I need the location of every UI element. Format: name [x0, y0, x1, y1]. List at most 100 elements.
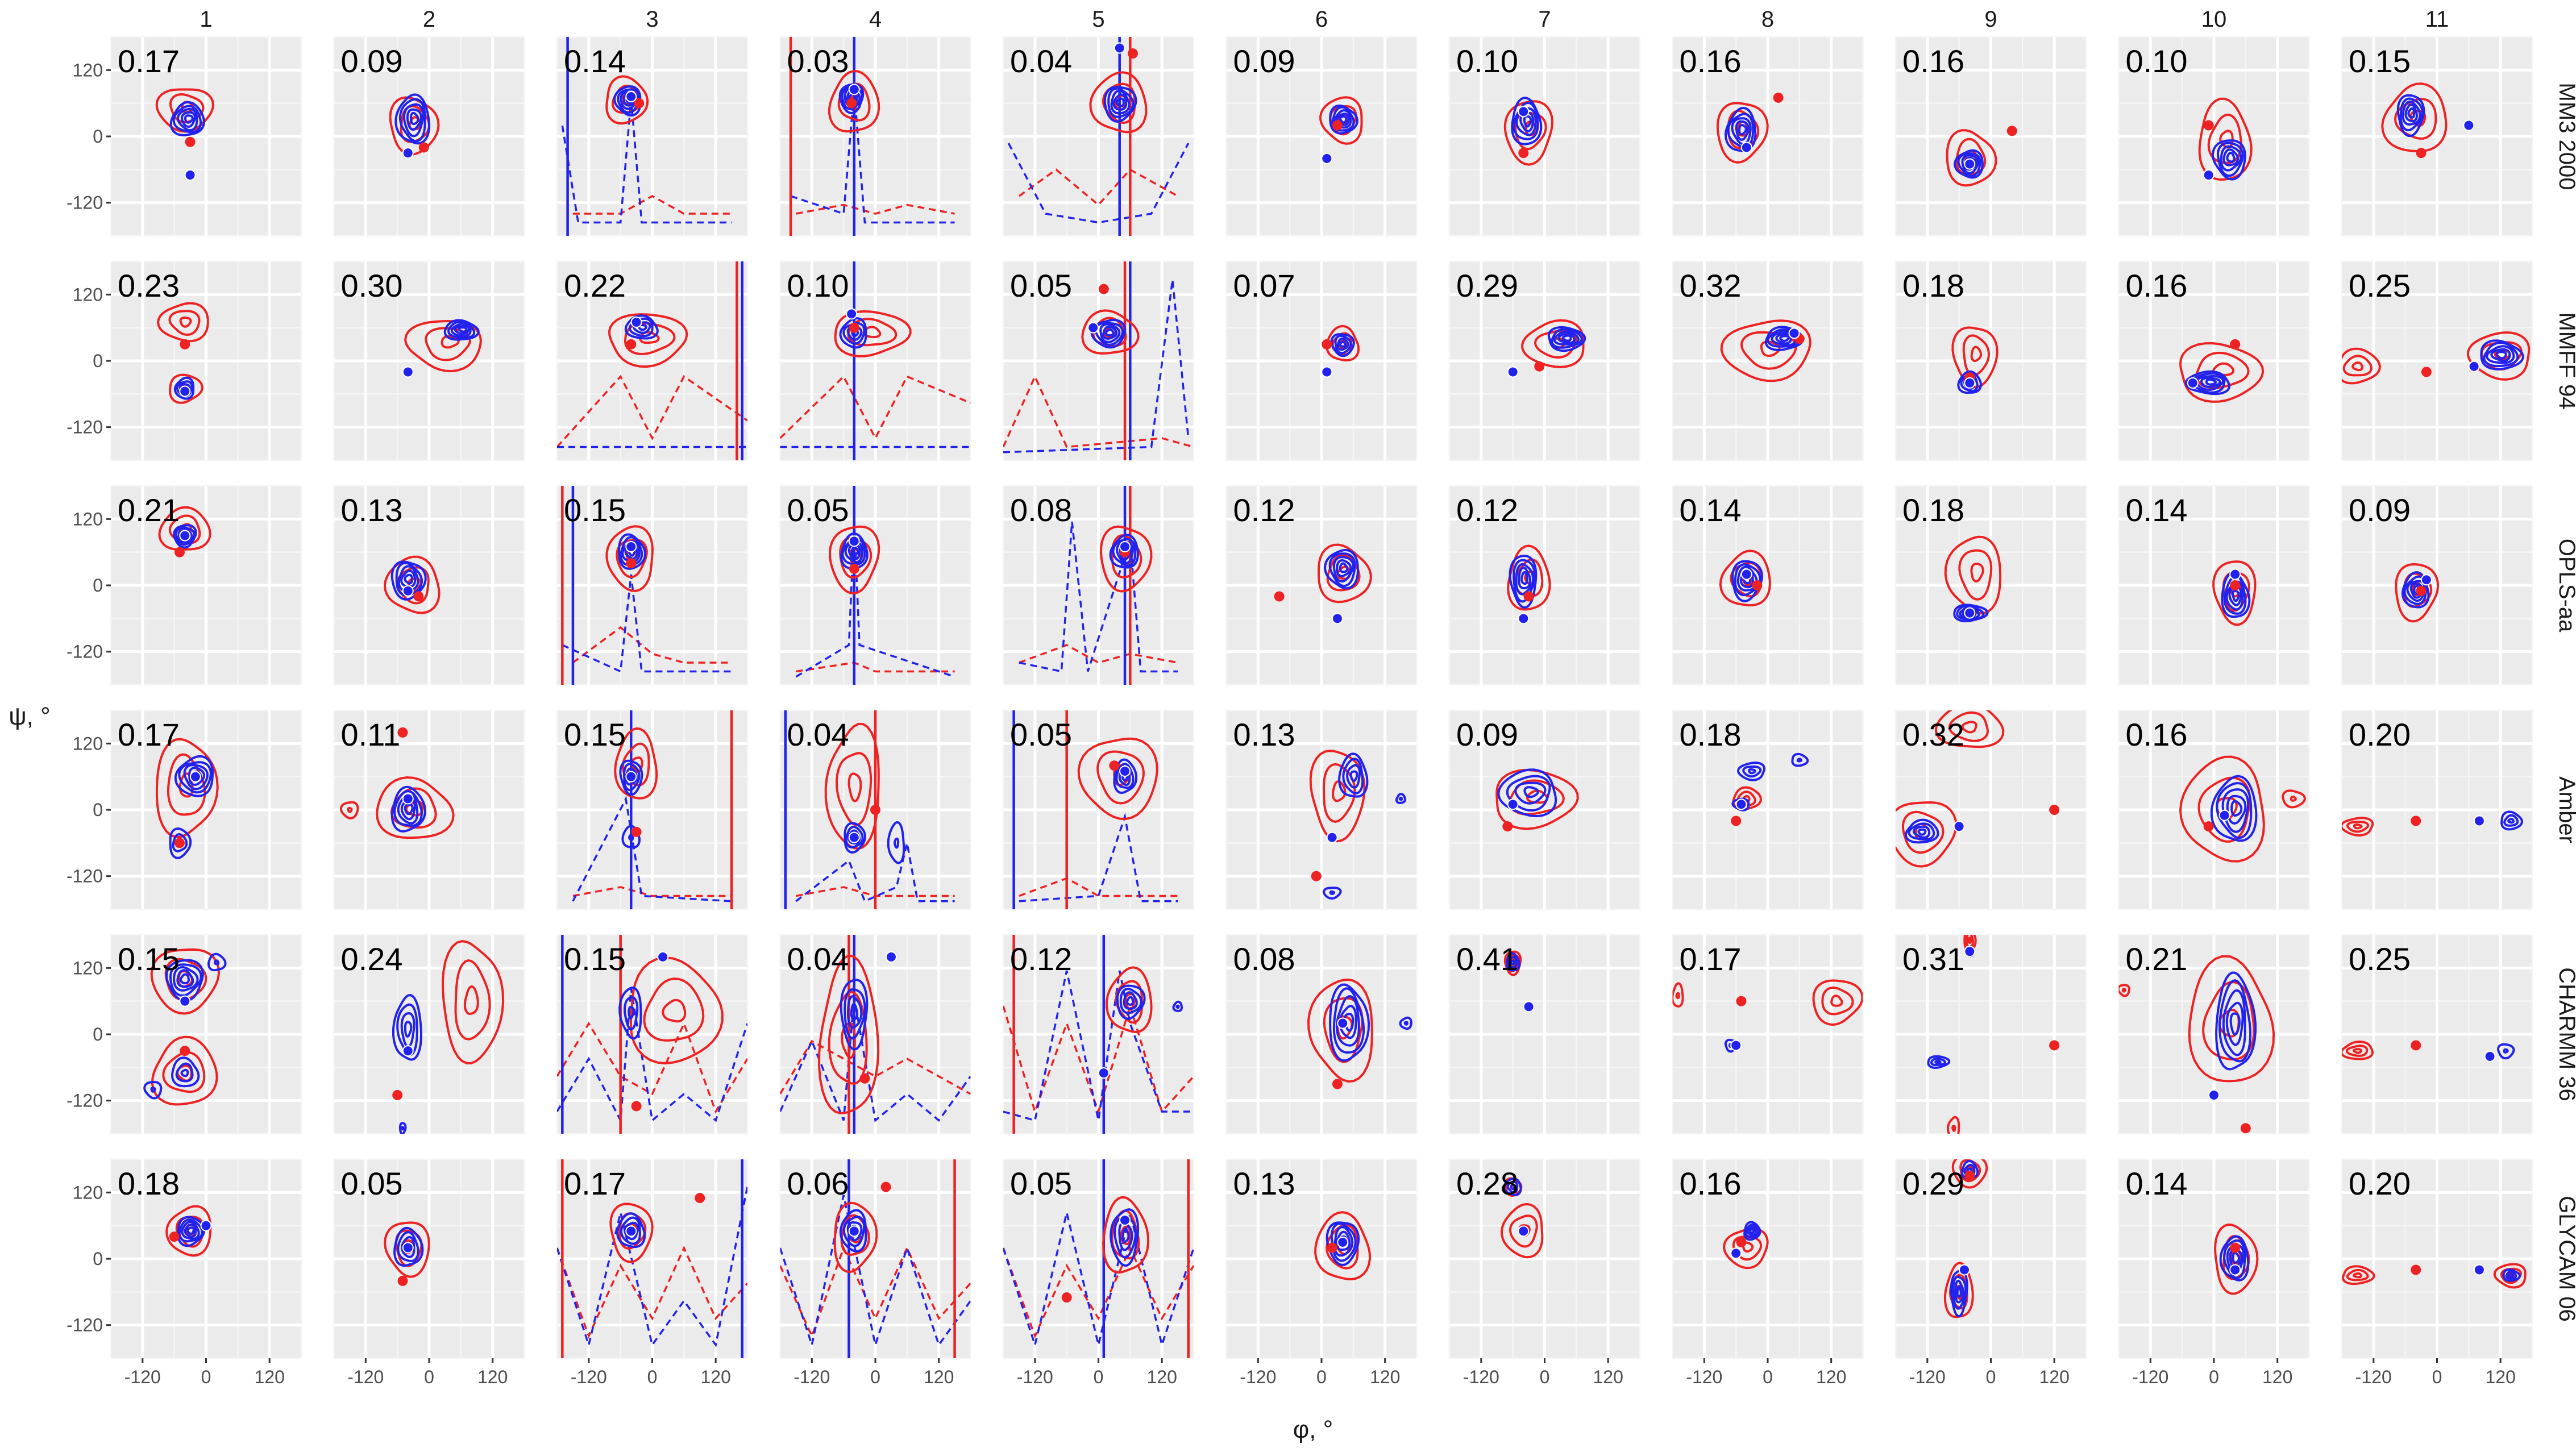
panel-value-label: 0.15: [564, 717, 626, 752]
panel-r5-c3: 0.15: [556, 934, 749, 1135]
contour-red: [1503, 100, 1554, 166]
contour-blue: [2184, 370, 2231, 396]
profile-blue: [561, 99, 732, 224]
profile-red: [1003, 1002, 1194, 1115]
profile-blue: [1003, 970, 1194, 1122]
contour-blue: [1551, 328, 1583, 349]
point-red: [631, 826, 642, 837]
point-blue: [1119, 765, 1131, 777]
x-tick-label: 0: [2432, 1367, 2442, 1387]
contour-red: [614, 727, 658, 800]
x-tick-label: 120: [924, 1367, 954, 1387]
contour-blue: [2223, 575, 2247, 615]
panel-r2-c7: 0.29: [1448, 260, 1641, 461]
contour-blue: [2222, 989, 2246, 1056]
profile-red: [780, 1039, 971, 1095]
point-blue: [2208, 1089, 2220, 1101]
contour-red: [1672, 982, 1684, 1008]
point-red: [1127, 48, 1138, 59]
panel-plot-area: [1946, 126, 2017, 187]
contour-red: [2198, 97, 2253, 181]
panel-value-label: 0.18: [1902, 492, 1964, 528]
panel-r4-c4: 0.04: [779, 709, 971, 910]
point-blue: [848, 1225, 860, 1237]
contour-blue: [2508, 1272, 2514, 1278]
panel-value-label: 0.09: [1456, 717, 1518, 752]
contour-red: [1077, 737, 1158, 821]
contour-red: [1089, 71, 1148, 134]
contour-blue: [1331, 106, 1355, 132]
panel-plot-area: [1896, 710, 2060, 868]
x-tick-label: 0: [1094, 1367, 1104, 1387]
point-blue: [402, 585, 414, 597]
point-blue: [1730, 1039, 1742, 1051]
panel-value-label: 0.32: [1902, 717, 1964, 752]
panel-grid: 0.17 0.09 0.14 0.03 0.04 0.09 0.10 0.16 0.16 0.10…: [110, 36, 2533, 1359]
contour-red: [1675, 992, 1680, 1000]
panel-plot-area: [1927, 935, 2060, 1134]
contour-blue: [1738, 123, 1747, 136]
contour-red: [2346, 1268, 2369, 1282]
contour-blue: [1336, 337, 1349, 351]
panel-value-label: 0.10: [1456, 43, 1518, 79]
point-red: [695, 1193, 705, 1204]
contour-red: [2118, 984, 2131, 997]
column-label: 2: [423, 7, 435, 32]
profile-red: [1003, 1245, 1194, 1339]
x-tick-label: 0: [1540, 1367, 1550, 1387]
y-tick-label: -120: [67, 417, 103, 438]
point-blue: [1507, 366, 1519, 378]
x-tick-label: 120: [1593, 1367, 1623, 1387]
panel-value-label: 0.29: [1902, 1166, 1964, 1201]
contour-red: [1970, 563, 1984, 583]
point-blue: [625, 540, 637, 552]
panel-plot-area: [1309, 750, 1407, 900]
point-blue: [2218, 809, 2230, 821]
panel-plot-area: [1274, 543, 1372, 625]
profile-blue: [790, 90, 955, 224]
panel-plot-area: [155, 88, 215, 181]
point-blue: [1730, 1247, 1742, 1259]
contour-blue: [617, 88, 641, 114]
point-blue: [1964, 946, 1976, 958]
panel-value-label: 0.08: [1010, 492, 1072, 528]
contour-blue: [1520, 571, 1528, 585]
contour-blue: [1735, 120, 1750, 141]
panel-r3-c3: 0.15: [556, 485, 749, 686]
point-red: [1502, 821, 1513, 832]
contour-blue: [1109, 533, 1139, 569]
contour-red: [2195, 352, 2250, 389]
x-tick-label: 0: [1763, 1367, 1773, 1387]
point-blue: [1507, 798, 1519, 810]
column-label: 4: [869, 7, 882, 32]
contour-blue: [184, 1223, 197, 1238]
contour-blue: [1126, 996, 1135, 1006]
contour-red: [165, 1205, 212, 1257]
contour-red: [1962, 334, 1991, 376]
point-red: [1322, 339, 1332, 350]
contour-red: [155, 88, 215, 133]
contour-blue: [172, 833, 188, 852]
contour-blue: [171, 1056, 200, 1088]
y-tick-label: 120: [73, 284, 103, 305]
panel-r1-c3: 0.14: [556, 36, 749, 237]
contour-blue: [1959, 606, 1980, 619]
contour-blue: [2503, 1048, 2509, 1054]
contour-blue: [1791, 752, 1809, 767]
point-blue: [2468, 360, 2480, 372]
contour-red: [2282, 789, 2306, 809]
panel-r6-c11: 0.20: [2341, 1158, 2533, 1359]
point-red: [2411, 1040, 2421, 1051]
panel-plot-area: [1503, 950, 1535, 1013]
panel-plot-area: [384, 1221, 430, 1286]
contour-red: [1309, 750, 1366, 843]
panel-value-label: 0.23: [118, 268, 180, 303]
panel-r2-c9: 0.18: [1894, 260, 2087, 461]
contour-blue: [404, 573, 413, 585]
contour-blue: [181, 1220, 200, 1241]
contour-blue: [1934, 1059, 1942, 1064]
contour-blue: [2223, 1239, 2246, 1279]
contour-blue: [1509, 555, 1538, 609]
contour-blue: [2211, 139, 2246, 181]
panel-r1-c11: 0.15: [2341, 36, 2533, 237]
